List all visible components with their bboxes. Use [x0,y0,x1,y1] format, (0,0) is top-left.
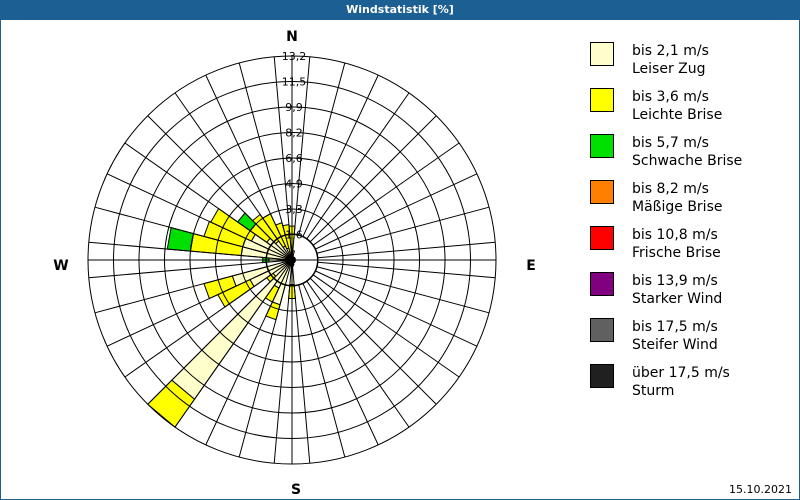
wedge-segment [291,250,296,257]
ring-label: 6,6 [285,152,303,165]
legend-swatch [590,226,614,250]
north-label: N [286,29,298,45]
legend-speed: über 17,5 m/s [632,365,730,381]
legend-swatch [590,88,614,112]
legend-name: Schwache Brise [632,153,743,169]
date-stamp: 15.10.2021 [729,483,792,496]
legend-name: Leiser Zug [632,61,706,77]
legend-name: Steifer Wind [632,337,718,353]
legend-name: Frische Brise [632,245,721,261]
wind-rose-grid [87,55,497,465]
legend-speed: bis 10,8 m/s [632,227,718,243]
east-label: E [526,258,536,274]
legend-speed: bis 13,9 m/s [632,273,718,289]
legend-name: Mäßige Brise [632,199,723,215]
legend-swatch [590,42,614,66]
legend-swatch [590,318,614,342]
legend-swatch [590,272,614,296]
legend-speed: bis 5,7 m/s [632,135,709,151]
legend-name: Starker Wind [632,291,723,307]
ring-label: 9,9 [285,101,303,114]
ring-labels: 1,6 3,3 4,9 6,6 8,2 9,9 11,5 13,2 [282,50,307,242]
wind-rose-wedges [147,207,296,428]
legend-speed: bis 8,2 m/s [632,181,709,197]
ring-label: 8,2 [285,127,303,140]
ring-label: 13,2 [282,50,307,63]
legend-speed: bis 17,5 m/s [632,319,718,335]
ring-label: 11,5 [282,76,307,89]
west-label: W [53,258,68,274]
ring-label: 4,9 [285,178,303,191]
legend-speed: bis 3,6 m/s [632,89,709,105]
south-label: S [291,482,301,498]
ring-label: 1,6 [285,229,303,242]
legend-name: Sturm [632,383,675,399]
legend-swatch [590,364,614,388]
wedge-segment [166,226,195,252]
legend-swatch [590,134,614,158]
legend-name: Leichte Brise [632,107,723,123]
chart-title: Windstatistik [%] [0,0,800,20]
legend-swatch [590,180,614,204]
ring-label: 3,3 [285,203,303,216]
legend-speed: bis 2,1 m/s [632,43,709,59]
